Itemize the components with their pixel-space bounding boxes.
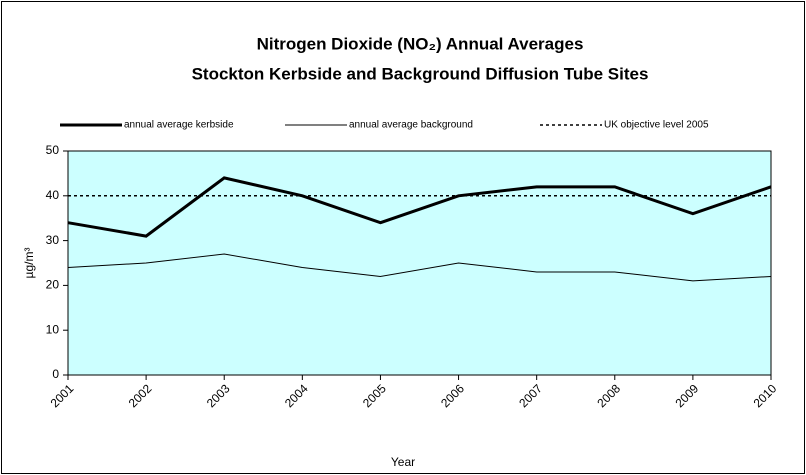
chart-title: Nitrogen Dioxide (NO₂) Annual Averages — [257, 34, 584, 53]
plot-area — [67, 150, 772, 376]
legend-label: annual average kerbside — [124, 120, 234, 131]
y-tick-label: 0 — [52, 367, 59, 381]
chart-subtitle: Stockton Kerbside and Background Diffusi… — [192, 64, 649, 83]
y-tick-label: 50 — [46, 143, 60, 157]
y-tick-label: 20 — [46, 278, 60, 292]
series-line — [67, 253, 772, 282]
x-axis-label: Year — [391, 455, 415, 469]
series-line — [67, 176, 772, 238]
legend-label: UK objective level 2005 — [604, 120, 709, 131]
legend-label: annual average background — [349, 120, 473, 131]
y-tick-label: 30 — [46, 233, 60, 247]
y-tick-label: 40 — [46, 188, 60, 202]
y-axis-label: µg/m³ — [22, 248, 36, 279]
y-tick-label: 10 — [46, 322, 60, 336]
